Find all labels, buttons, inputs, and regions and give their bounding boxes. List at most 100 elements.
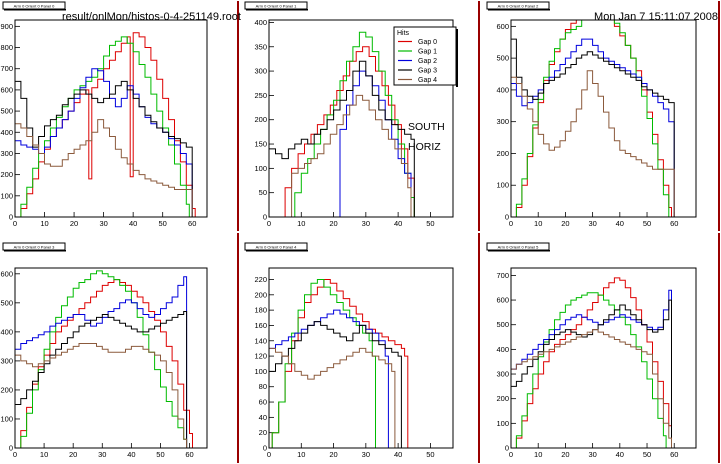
- y-tick-label: 200: [496, 149, 509, 158]
- x-tick-label: 0: [267, 219, 271, 228]
- legend-entry: Gap 1: [418, 49, 437, 56]
- x-tick-label: 0: [13, 450, 17, 459]
- y-tick-label: 50: [259, 188, 267, 197]
- series-gap-3: [510, 38, 675, 217]
- panel-title-shadow: [246, 250, 308, 252]
- series-gap-3: [268, 60, 415, 217]
- series-gap-1: [15, 270, 188, 449]
- x-tick-label: 60: [188, 219, 196, 228]
- y-tick-label: 0: [9, 213, 13, 222]
- x-tick-label: 40: [129, 219, 137, 228]
- y-tick-label: 200: [0, 170, 13, 179]
- y-tick-label: 200: [254, 115, 267, 124]
- histogram-panel-2: Arm 0 Orient 0 Panel 20 10 20 30 40 50 6001002…: [486, 1, 720, 231]
- x-tick-label: 0: [509, 450, 513, 459]
- y-tick-label: 700: [0, 64, 13, 73]
- y-tick-label: 100: [496, 181, 509, 190]
- y-tick-label: 350: [254, 42, 267, 51]
- y-tick-label: 140: [254, 336, 267, 345]
- y-tick-label: 160: [254, 321, 267, 330]
- plot-frame: [14, 267, 208, 449]
- series-gap-4: [288, 94, 412, 218]
- y-tick-label: 400: [0, 128, 13, 137]
- legend-entry: Gap 2: [418, 58, 437, 65]
- legend-box: [393, 26, 457, 86]
- x-tick-label: 10: [534, 450, 542, 459]
- root-file-name: result/onlMon/histos-0-4-251149.root: [62, 11, 241, 23]
- run-datetime: Mon Jan 7 15:11:07 2008: [594, 11, 718, 23]
- x-tick-label: 30: [98, 450, 106, 459]
- x-tick-label: 60: [670, 450, 678, 459]
- series-gap-4: [268, 347, 396, 448]
- y-tick-label: 250: [254, 91, 267, 100]
- x-tick-label: 20: [70, 219, 78, 228]
- x-tick-label: 60: [185, 450, 193, 459]
- series-gap-2: [14, 276, 188, 448]
- series-gap-4: [510, 70, 675, 217]
- series-gap-1: [511, 19, 670, 218]
- plot-frame: [510, 19, 697, 218]
- series-gap-3: [14, 311, 188, 448]
- y-tick-label: 300: [0, 149, 13, 158]
- panel-title-shadow: [488, 9, 550, 11]
- x-tick-label: 50: [426, 219, 434, 228]
- y-tick-label: 300: [0, 356, 13, 365]
- y-tick-label: 220: [254, 275, 267, 284]
- legend-entry: Gap 3: [418, 68, 437, 75]
- plot-frame: [268, 19, 454, 218]
- y-tick-label: 600: [0, 269, 13, 278]
- y-tick-label: 0: [505, 444, 509, 453]
- x-tick-label: 40: [616, 219, 624, 228]
- overlay-horiz: HORIZ: [408, 141, 441, 153]
- x-tick-label: 30: [588, 219, 596, 228]
- series-gap-4: [510, 329, 672, 448]
- panel-title: Arm 0 Orient 0 Panel 3: [14, 245, 55, 250]
- y-tick-label: 500: [0, 298, 13, 307]
- y-tick-label: 700: [496, 271, 509, 280]
- series-gap-0: [281, 46, 415, 218]
- series-gap-4: [14, 343, 188, 448]
- x-tick-label: 10: [297, 450, 305, 459]
- y-tick-label: 80: [259, 382, 267, 391]
- series-gap-1: [15, 36, 190, 218]
- histogram-panel-1: Arm 0 Orient 0 Panel 1 0 10 20 30 40 50 0 50 100 1…: [244, 1, 480, 231]
- x-tick-label: 30: [362, 450, 370, 459]
- y-tick-label: 20: [259, 428, 267, 437]
- y-tick-label: 600: [0, 85, 13, 94]
- y-tick-label: 400: [496, 85, 509, 94]
- x-tick-label: 20: [329, 219, 337, 228]
- legend-entry: Gap 4: [418, 77, 437, 84]
- x-tick-label: 20: [561, 450, 569, 459]
- plot-frame: [510, 267, 697, 449]
- y-tick-label: 500: [496, 320, 509, 329]
- y-tick-label: 120: [254, 352, 267, 361]
- y-tick-label: 40: [259, 413, 267, 422]
- y-tick-label: 100: [254, 367, 267, 376]
- x-tick-label: 40: [616, 450, 624, 459]
- y-tick-label: 100: [0, 414, 13, 423]
- x-tick-label: 50: [159, 219, 167, 228]
- y-tick-label: 600: [496, 22, 509, 31]
- panel-title-shadow: [4, 9, 66, 11]
- y-tick-label: 100: [0, 191, 13, 200]
- y-tick-label: 800: [0, 43, 13, 52]
- y-tick-label: 600: [496, 296, 509, 305]
- y-tick-label: 200: [0, 385, 13, 394]
- x-tick-label: 10: [534, 219, 542, 228]
- series-gap-0: [15, 32, 196, 218]
- series-gap-4: [14, 119, 193, 217]
- plot-frame: [14, 19, 208, 218]
- panel-title-shadow: [488, 250, 550, 252]
- histogram-panel-5: Arm 0 Orient 0 Panel 50 10 20 30 40 50 6001002…: [486, 233, 720, 463]
- y-tick-label: 180: [254, 306, 267, 315]
- x-tick-label: 40: [127, 450, 135, 459]
- histogram-panel-0: Arm 0 Orient 0 Panel 00 10 20 30 40 50 6001002…: [0, 1, 239, 231]
- panel-title: Arm 0 Orient 0 Panel 1: [256, 4, 297, 9]
- x-tick-label: 30: [588, 450, 596, 459]
- x-tick-label: 40: [394, 450, 402, 459]
- legend: Hits Gap 0 Gap 1 Gap 2 Gap 3 Gap 4: [393, 26, 458, 87]
- series-gap-3: [14, 80, 193, 217]
- x-tick-label: 50: [643, 219, 651, 228]
- panel-title: Arm 0 Orient 0 Panel 4: [256, 245, 297, 250]
